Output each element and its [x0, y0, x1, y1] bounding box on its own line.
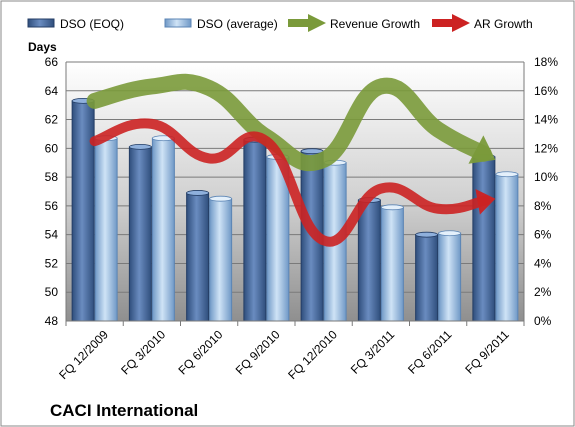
- bar-dso-eoq: [415, 234, 439, 322]
- legend-swatch: [164, 18, 192, 28]
- bar-cap: [186, 190, 210, 196]
- bar-dso-eoq: [128, 146, 152, 322]
- legend-item: DSO (average): [164, 17, 278, 31]
- y2-tick-label: 4%: [534, 256, 552, 270]
- y2-tick-label: 2%: [534, 285, 552, 299]
- bar-dso-average: [209, 198, 233, 322]
- y-tick-label: 58: [45, 170, 59, 184]
- legend-item: AR Growth: [432, 14, 533, 32]
- bar-cap: [495, 171, 519, 178]
- y-tick-label: 62: [45, 113, 59, 127]
- legend-label: Revenue Growth: [330, 17, 420, 31]
- y-axis-label: Days: [28, 40, 57, 54]
- y-tick-label: 54: [45, 228, 59, 242]
- line-arrowhead: [468, 135, 496, 164]
- legend-item: Revenue Growth: [288, 14, 420, 32]
- y2-tick-label: 18%: [534, 55, 558, 69]
- y2-tick-label: 0%: [534, 314, 552, 328]
- y2-tick-label: 14%: [534, 113, 558, 127]
- bar-cap: [415, 231, 439, 238]
- y2-tick-label: 6%: [534, 228, 552, 242]
- bar-cap: [209, 195, 233, 202]
- line-layer: [86, 73, 496, 247]
- bar-dso-eoq: [472, 156, 496, 322]
- y-tick-label: 64: [45, 84, 59, 98]
- y2-tick-label: 16%: [534, 84, 558, 98]
- bar-dso-eoq: [243, 139, 267, 322]
- y-tick-label: 56: [45, 199, 59, 213]
- line-ar-growth: [89, 118, 490, 247]
- bar-dso-average: [380, 206, 404, 322]
- legend: DSO (EOQ) DSO (average) Revenue Growth AR G…: [27, 14, 533, 32]
- legend-label: DSO (EOQ): [60, 17, 124, 31]
- legend-arrowhead: [308, 14, 326, 32]
- bar-dso-average: [438, 232, 462, 322]
- bar-dso-eoq: [357, 199, 381, 322]
- bar-dso-average: [151, 137, 175, 322]
- legend-item: DSO (EOQ): [27, 17, 124, 31]
- bar-layer: [71, 97, 519, 322]
- bar-cap: [380, 204, 404, 211]
- legend-label: AR Growth: [474, 17, 533, 31]
- y-tick-label: 66: [45, 55, 59, 69]
- legend-swatch: [27, 18, 55, 28]
- bar-dso-average: [94, 137, 118, 322]
- y-tick-label: 52: [45, 256, 59, 270]
- y-tick-label: 60: [45, 141, 59, 155]
- line-arrowhead: [475, 189, 496, 215]
- line-revenue-growth: [86, 73, 492, 172]
- y2-tick-label: 12%: [534, 141, 558, 155]
- y2-tick-label: 8%: [534, 199, 552, 213]
- y2-tick-label: 10%: [534, 170, 558, 184]
- chart-title: CACI International: [50, 401, 198, 420]
- bar-dso-eoq: [186, 192, 210, 322]
- bar-cap: [128, 143, 152, 150]
- y-tick-label: 48: [45, 314, 59, 328]
- bar-dso-eoq: [71, 100, 95, 322]
- legend-arrowhead: [452, 14, 470, 32]
- legend-label: DSO (average): [197, 17, 278, 31]
- y-tick-label: 50: [45, 285, 59, 299]
- bar-cap: [438, 230, 462, 237]
- bar-dso-average: [495, 173, 519, 322]
